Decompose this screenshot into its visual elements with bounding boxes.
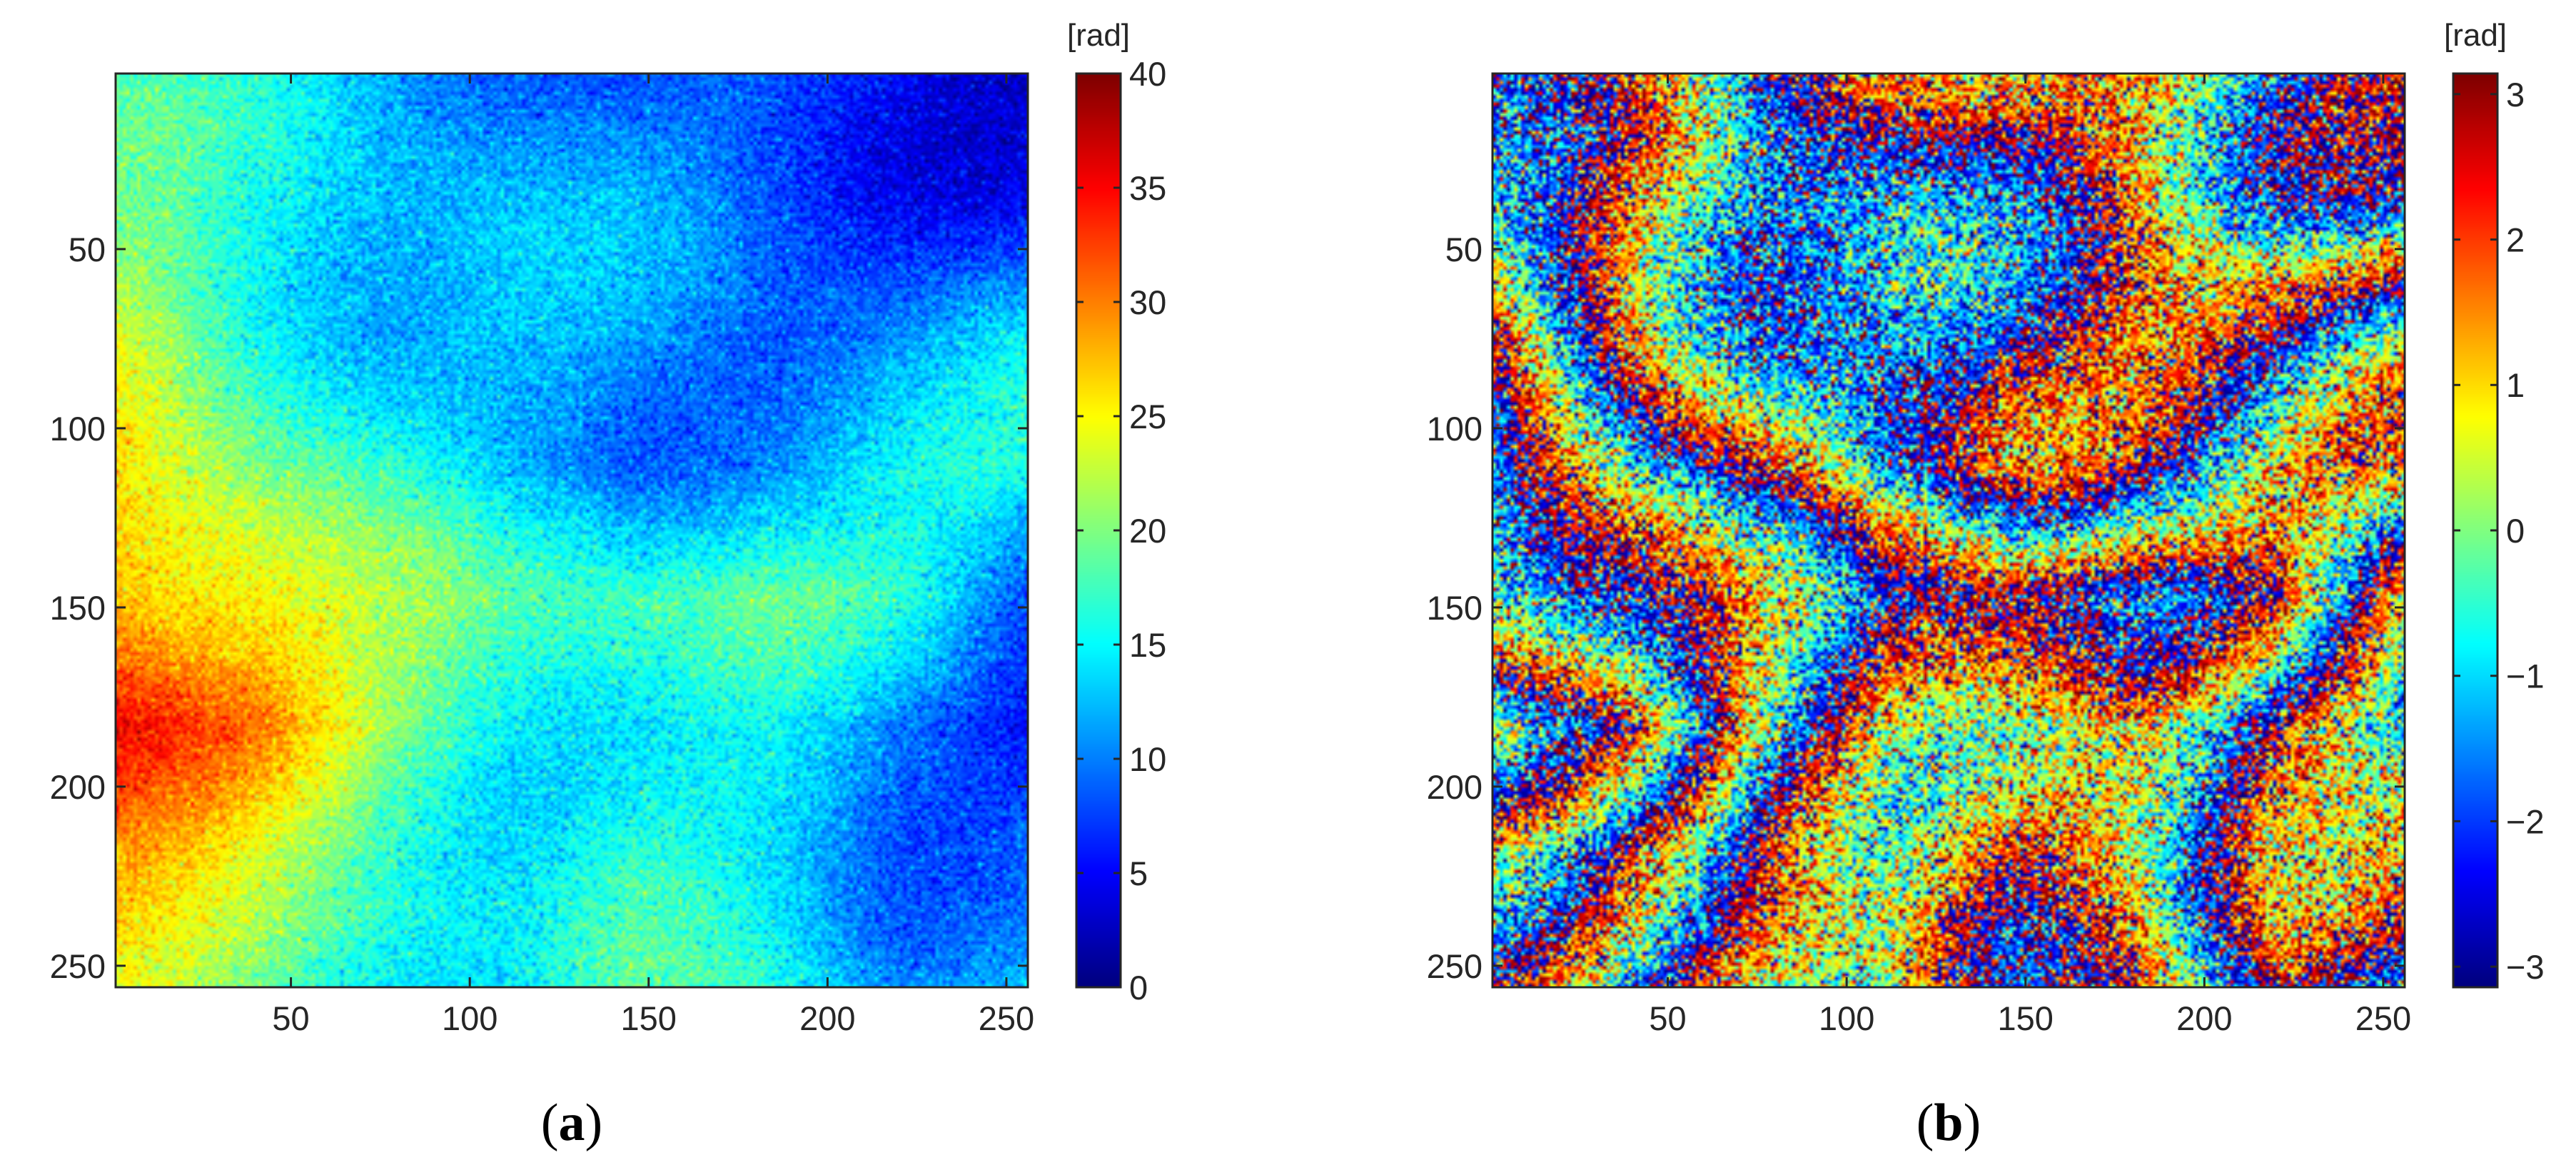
x-axis-a: 50 100 150 200 250 [272, 74, 1034, 1037]
colorbar-tick-label: 15 [1129, 626, 1166, 664]
x-tick-label: 150 [621, 999, 677, 1037]
colorbar-tick-label: 5 [1129, 854, 1148, 892]
colorbar-tick-label: −2 [2506, 802, 2545, 840]
caption-a-close: ) [585, 1094, 603, 1152]
x-tick-label: 250 [2355, 999, 2411, 1037]
caption-a-letter: a [559, 1094, 585, 1152]
x-tick-label: 100 [442, 999, 497, 1037]
panel-a: 50 100 150 200 250 50 100 150 200 250 0 5 10 15 20 25… [50, 18, 1167, 1152]
x-tick-label: 150 [1998, 999, 2054, 1037]
colorbar-tick-label: 25 [1129, 398, 1166, 435]
panel-b: 50 100 150 200 250 50 100 150 200 250 −3 −2 −1 0 1 2 3… [1427, 18, 2545, 1152]
colorbar-tick-label: 40 [1129, 55, 1166, 93]
colorbar-tick-label: 0 [1129, 969, 1148, 1007]
y-tick-label: 250 [50, 947, 106, 985]
y-axis-b: 50 100 150 200 250 [1427, 231, 2405, 985]
x-tick-label: 250 [979, 999, 1034, 1037]
colorbar-tick-label: 35 [1129, 169, 1166, 207]
caption-b-open: ( [1916, 1094, 1934, 1152]
y-tick-label: 200 [50, 768, 106, 806]
axes-frame-b [1491, 72, 2406, 989]
colorbar-tick-label: 20 [1129, 512, 1166, 550]
x-tick-label: 200 [2176, 999, 2232, 1037]
x-tick-label: 200 [799, 999, 855, 1037]
colorbar-tick-label: −3 [2506, 948, 2545, 986]
y-tick-label: 200 [1427, 768, 1483, 806]
caption-b-letter: b [1934, 1094, 1963, 1152]
colorbar-tick-label: 2 [2506, 221, 2525, 258]
x-tick-label: 50 [272, 999, 309, 1037]
colorbar-tick-label: 1 [2506, 366, 2525, 404]
colorbar-tick-label: −1 [2506, 657, 2545, 695]
phase-map-a [116, 74, 1028, 987]
colorbar-tick-label: 3 [2506, 76, 2525, 114]
caption-a: (a) [541, 1094, 602, 1152]
y-tick-label: 100 [50, 410, 106, 448]
colorbar-unit-a: [rad] [1067, 18, 1130, 53]
y-tick-label: 250 [1427, 947, 1483, 985]
colorbar-tick-label: 10 [1129, 740, 1166, 778]
colorbar-a [1076, 74, 1121, 987]
colorbar-b [2453, 74, 2497, 987]
y-tick-label: 50 [1445, 231, 1483, 268]
phase-map-b [1492, 74, 2405, 987]
y-tick-label: 150 [50, 589, 106, 627]
caption-b: (b) [1916, 1094, 1981, 1152]
y-tick-label: 50 [69, 231, 106, 268]
y-tick-label: 150 [1427, 589, 1483, 627]
axes-frame-a [114, 72, 1029, 989]
x-tick-label: 100 [1819, 999, 1874, 1037]
colorbar-ticks-b: −3 −2 −1 0 1 2 3 [2453, 76, 2545, 986]
x-tick-label: 50 [1649, 999, 1686, 1037]
caption-b-close: ) [1964, 1094, 1981, 1152]
colorbar-tick-label: 30 [1129, 283, 1166, 321]
colorbar-ticks-a: 0 5 10 15 20 25 30 35 40 [1076, 55, 1166, 1007]
colorbar-unit-b: [rad] [2444, 18, 2507, 53]
y-axis-a: 50 100 150 200 250 [50, 231, 1028, 985]
y-tick-label: 100 [1427, 410, 1483, 448]
colorbar-tick-label: 0 [2506, 512, 2525, 550]
caption-a-open: ( [541, 1094, 559, 1152]
x-axis-b: 50 100 150 200 250 [1649, 74, 2411, 1037]
